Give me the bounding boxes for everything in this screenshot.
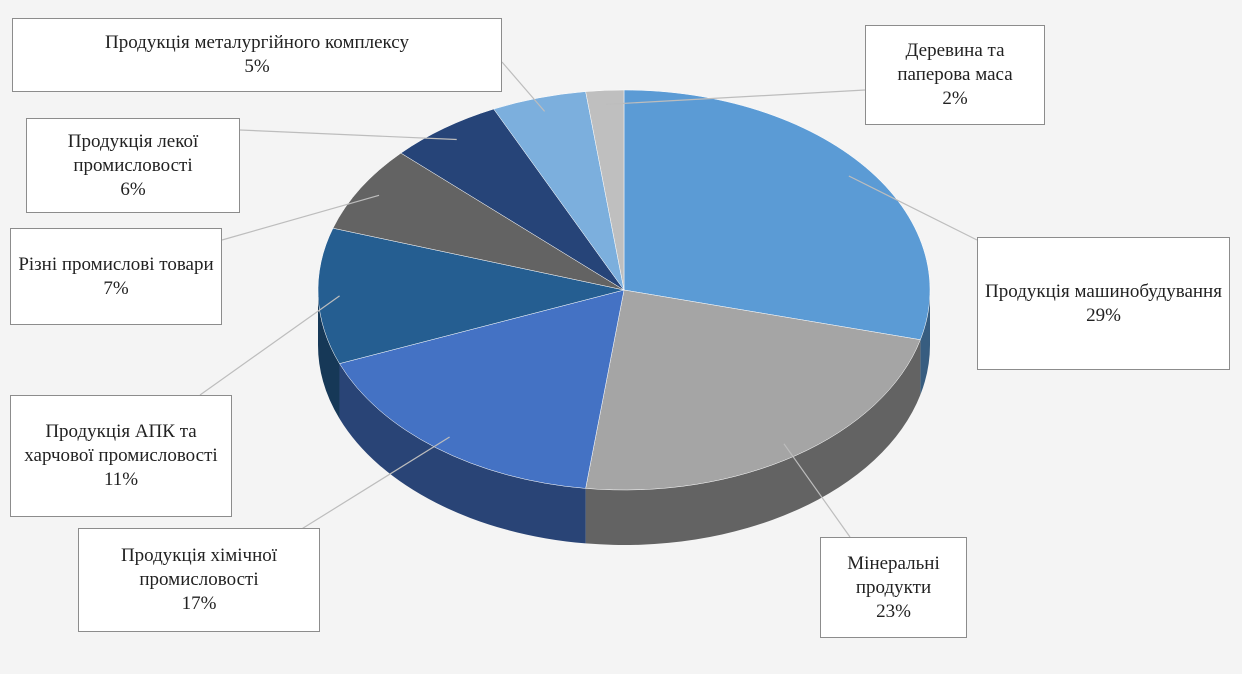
data-label: Мінеральні продукти 23%: [820, 537, 967, 638]
data-label: Продукція хімічної промисловості 17%: [78, 528, 320, 632]
pie-slice: [317, 227, 625, 364]
label-value: 23%: [876, 600, 911, 622]
label-value: 29%: [1086, 304, 1121, 326]
pie-slice: [585, 289, 921, 491]
label-value: 11%: [103, 469, 139, 490]
label-name: Мінеральні продукти: [847, 552, 940, 598]
pie-side: [339, 363, 586, 544]
data-label: Продукція лекої промисловості 6%: [26, 118, 240, 213]
label-value: 6%: [120, 178, 146, 200]
label-name: Продукція лекої промисловості: [67, 130, 199, 176]
label-value: 5%: [244, 56, 270, 77]
leader-line: [299, 436, 450, 531]
pie-slice: [339, 289, 625, 489]
label-name: Продукція металургійного комплексу: [104, 32, 409, 53]
pie-side: [318, 290, 340, 419]
data-label: Продукція металургійного комплексу 5%: [12, 18, 502, 92]
label-name: Деревина та паперова маса: [897, 40, 1013, 85]
pie-slice: [623, 89, 931, 341]
leader-line: [783, 443, 851, 538]
label-name: Продукція машинобудування: [985, 280, 1222, 302]
data-label: Деревина та паперова маса 2%: [865, 25, 1045, 125]
leader-line: [606, 89, 866, 105]
data-label: Різні промислові товари 7%: [10, 228, 222, 325]
label-value: 7%: [103, 277, 129, 299]
leader-line: [221, 194, 380, 241]
label-name: Різні промислові товари: [18, 253, 214, 275]
pie-slice: [332, 152, 625, 291]
pie-side: [585, 339, 921, 545]
label-value: 2%: [942, 88, 968, 109]
data-label: Продукція машинобудування 29%: [977, 237, 1230, 370]
leader-line: [239, 129, 457, 141]
data-label: Продукція АПК та харчової промисловості 1…: [10, 395, 232, 517]
leader-line: [848, 175, 978, 241]
label-name: Продукція хімічної промисловості: [120, 545, 278, 590]
pie-slice: [585, 89, 625, 291]
label-value: 17%: [181, 593, 217, 614]
leader-line: [199, 295, 340, 396]
leader-line: [501, 61, 546, 112]
label-name: Продукція АПК та харчової промисловості: [24, 421, 218, 466]
